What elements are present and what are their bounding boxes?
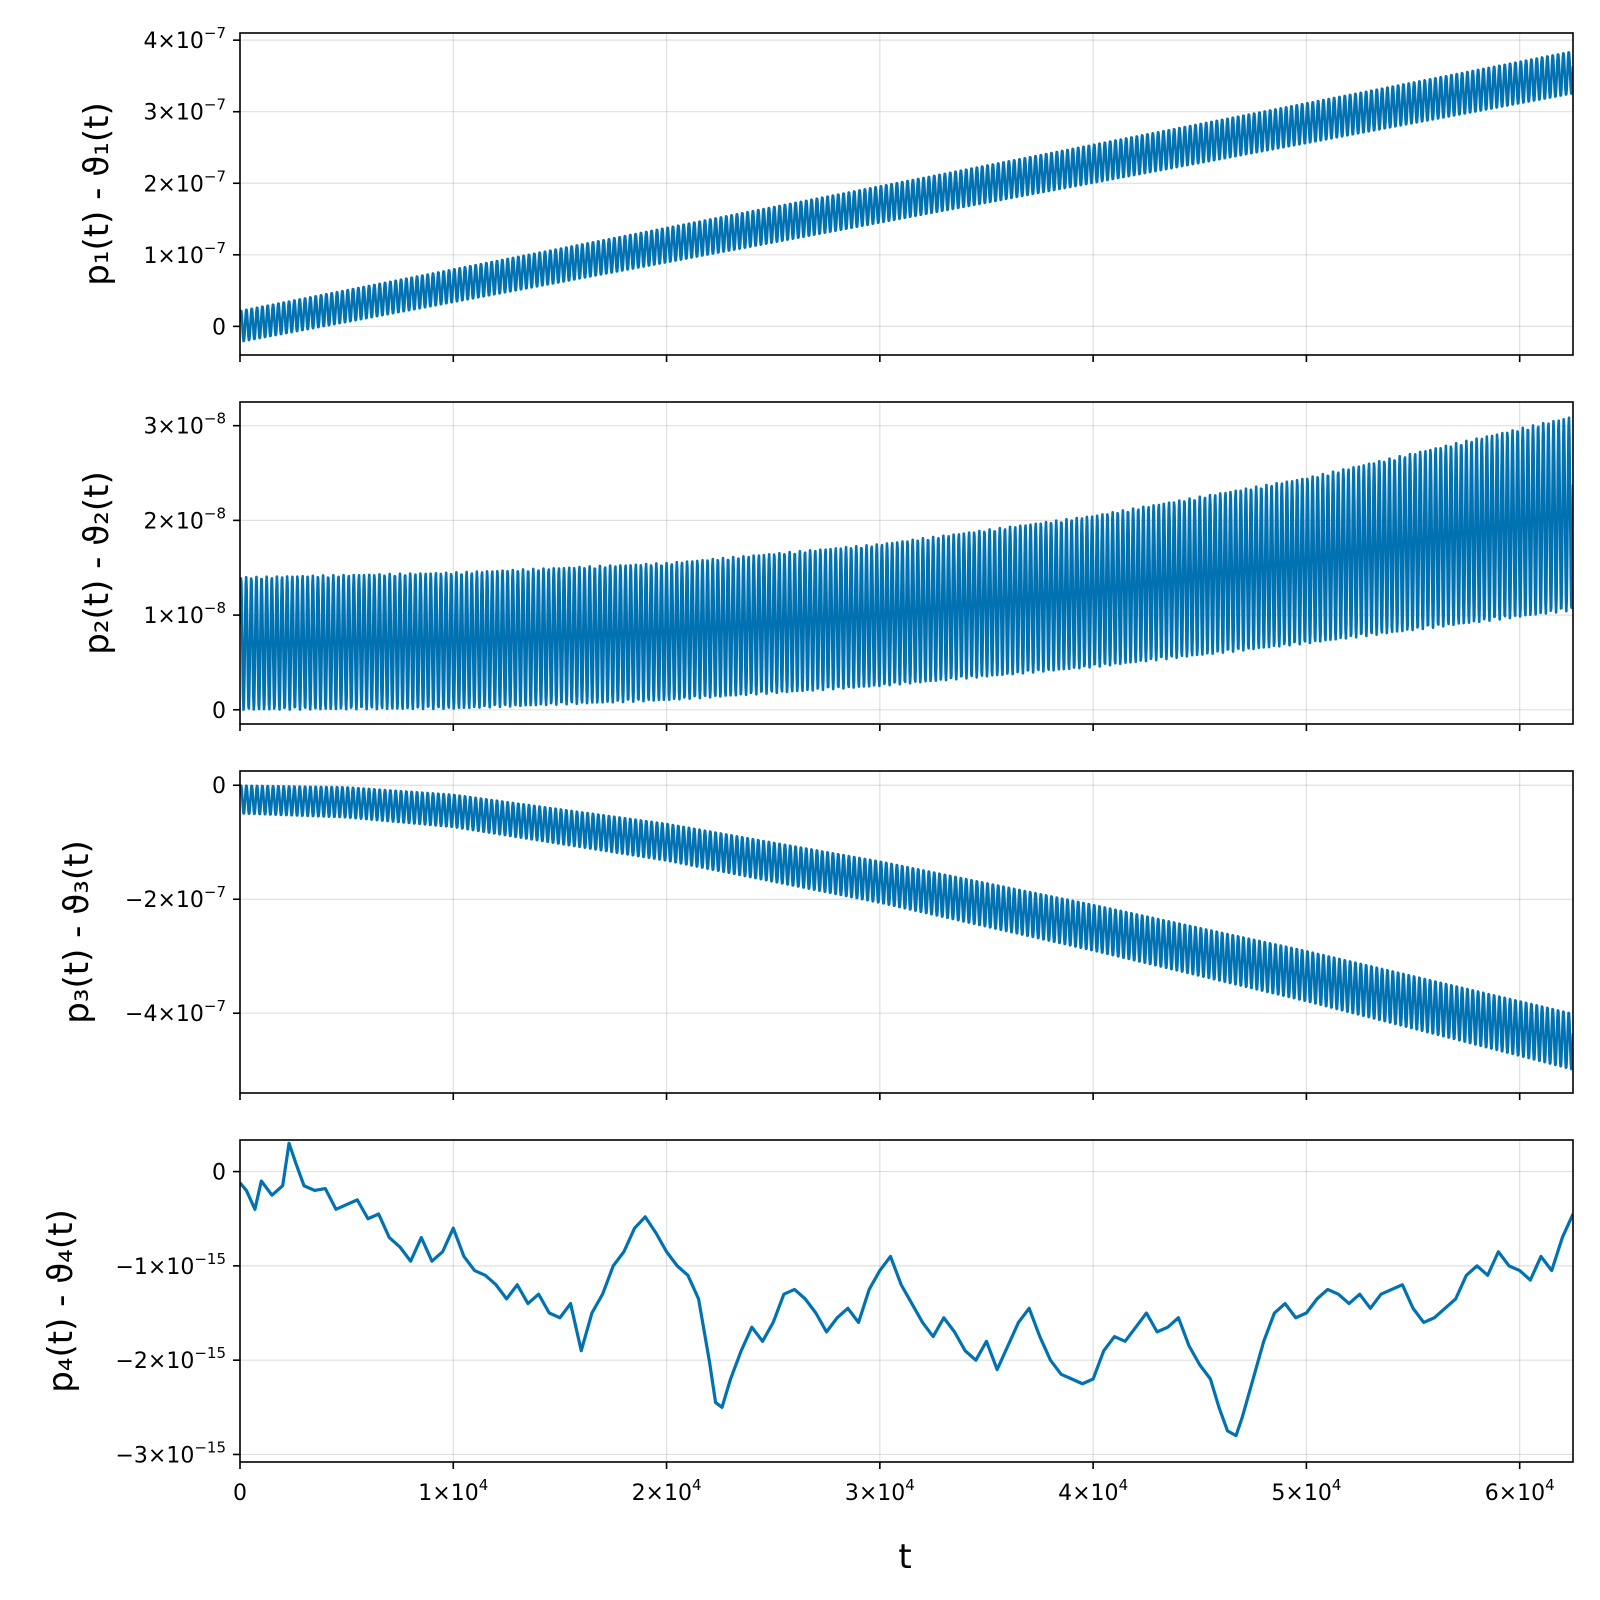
- panel-3-p3: 0 −2×10−7 −4×10−7 p₃(t) - ϑ₃(t): [57, 770, 1574, 1100]
- y-tick-label: 1×10−8: [143, 599, 226, 629]
- y-tick-label: −1×10−15: [115, 1250, 226, 1280]
- y-tick-label: 0: [212, 699, 226, 724]
- x-tick-label: 5×104: [1271, 1476, 1341, 1506]
- x-tick-label: 6×104: [1485, 1476, 1555, 1506]
- y-tick-label: −3×10−15: [115, 1438, 226, 1468]
- plot-frame: [239, 770, 1574, 1094]
- y-axis-label: p₄(t) - ϑ₄(t): [41, 1209, 81, 1393]
- x-tick-label: 4×104: [1058, 1476, 1128, 1506]
- y-tick-label: 2×10−8: [143, 504, 226, 534]
- y-tick-label: 0: [212, 1161, 226, 1186]
- series-line: [240, 416, 1573, 711]
- plot-frame: [239, 401, 1574, 725]
- x-tick-label: 1×104: [418, 1476, 488, 1506]
- y-tick-label: 0: [212, 774, 226, 799]
- y-axis-label: p₁(t) - ϑ₁(t): [77, 102, 117, 286]
- series-line: [240, 50, 1573, 343]
- y-tick-label: 1×10−7: [143, 239, 226, 269]
- series-line: [240, 1141, 1573, 1438]
- x-tick-label: 0: [233, 1481, 247, 1506]
- y-tick-label: −2×10−15: [115, 1344, 226, 1374]
- y-tick-label: 2×10−7: [143, 167, 226, 197]
- panel-2-p2: 0 1×10−8 2×10−8 3×10−8 p₂(t) - ϑ₂(t): [77, 401, 1574, 731]
- series-line: [240, 784, 1573, 1071]
- y-tick-label: 4×10−7: [143, 24, 226, 54]
- y-tick-label: 3×10−7: [143, 96, 226, 126]
- y-tick-label: 0: [212, 315, 226, 340]
- x-tick-label: 3×104: [845, 1476, 915, 1506]
- y-tick-label: −4×10−7: [125, 997, 226, 1027]
- plot-frame: [239, 1139, 1574, 1463]
- x-axis-label: t: [898, 1537, 911, 1577]
- grid: [239, 1140, 1573, 1462]
- y-tick-label: −2×10−7: [125, 883, 226, 913]
- y-axis-label: p₂(t) - ϑ₂(t): [77, 471, 117, 655]
- panel-1-p1: 0 1×10−7 2×10−7 3×10−7 4×10−7 p₁(t) - ϑ₁(t): [77, 24, 1574, 362]
- x-tick-label: 2×104: [632, 1476, 702, 1506]
- y-axis-label: p₃(t) - ϑ₃(t): [57, 840, 97, 1024]
- plot-frame: [239, 32, 1574, 356]
- panel-4-p4: 0 −1×10−15 −2×10−15 −3×10−15 0 1×104 2×104 3×10…: [41, 1139, 1574, 1506]
- y-tick-label: 3×10−8: [143, 410, 226, 440]
